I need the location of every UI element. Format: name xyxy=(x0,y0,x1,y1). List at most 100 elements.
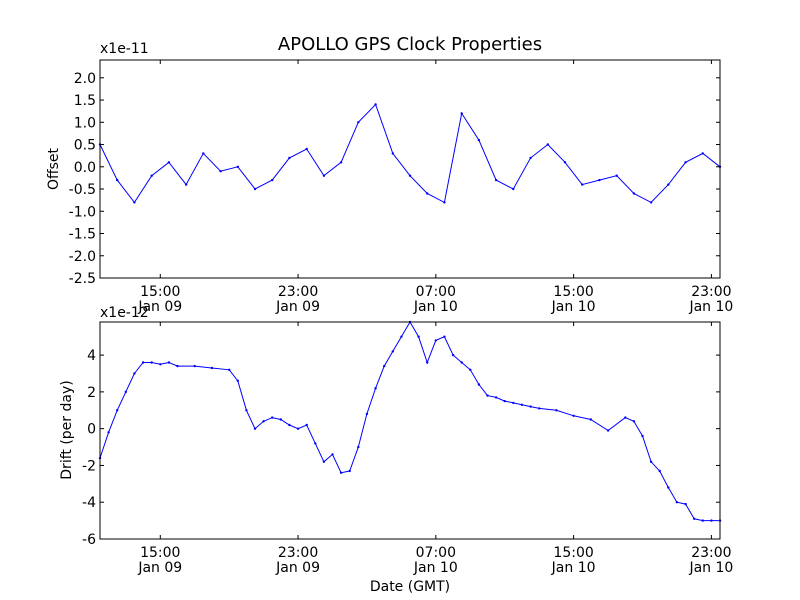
drift-data-point xyxy=(236,379,239,382)
drift-data-point xyxy=(314,442,317,445)
drift-data-point xyxy=(365,412,369,416)
offset-plot-area xyxy=(100,60,720,278)
offset-data-point xyxy=(494,178,498,182)
offset-data-point xyxy=(632,192,636,195)
drift-data-point xyxy=(667,486,670,489)
offset-multiplier-label: x1e-11 xyxy=(100,41,149,57)
drift-data-point xyxy=(529,405,532,408)
offset-data-point xyxy=(253,187,257,191)
drift-data-point xyxy=(589,418,592,421)
offset-y-tick-label: -2.5 xyxy=(69,271,96,287)
drift-y-axis-label: Drift (per day) xyxy=(59,380,75,479)
drift-data-point xyxy=(572,414,575,417)
drift-data-point xyxy=(693,517,696,520)
drift-y-tick-label: -6 xyxy=(82,532,96,548)
offset-y-tick-label: 1.5 xyxy=(74,93,96,109)
drift-data-point xyxy=(339,471,343,474)
figure-title: APOLLO GPS Clock Properties xyxy=(278,34,542,55)
offset-x-tick-label-date: Jan 10 xyxy=(413,299,458,315)
offset-data-point xyxy=(202,152,205,155)
offset-data-point xyxy=(288,156,291,160)
drift-data-point xyxy=(400,335,403,338)
drift-data-point xyxy=(141,361,145,364)
drift-data-point xyxy=(606,429,610,432)
offset-data-point xyxy=(236,165,239,168)
drift-data-point xyxy=(357,445,360,449)
offset-y-tick-label: 0.5 xyxy=(74,138,96,154)
offset-data-point xyxy=(581,183,584,186)
drift-data-point xyxy=(641,434,644,438)
drift-data-point xyxy=(512,401,515,405)
drift-data-point xyxy=(710,519,713,522)
offset-data-point xyxy=(322,174,326,177)
drift-x-tick-label-date: Jan 09 xyxy=(137,560,182,576)
drift-x-tick-label-time: 15:00 xyxy=(553,545,593,561)
offset-x-tick-label-date: Jan 10 xyxy=(688,299,733,315)
offset-data-point xyxy=(426,192,429,195)
drift-data-point xyxy=(331,453,334,456)
offset-x-tick-label-time: 15:00 xyxy=(140,284,180,300)
drift-y-tick-label: 4 xyxy=(87,348,96,364)
drift-x-tick-label-time: 23:00 xyxy=(691,545,731,561)
offset-x-tick-label-date: Jan 09 xyxy=(137,299,182,315)
offset-data-point xyxy=(167,161,171,164)
drift-data-point xyxy=(426,361,429,364)
drift-data-point xyxy=(107,431,110,434)
offset-data-point xyxy=(150,174,153,177)
drift-y-tick-label: -2 xyxy=(82,458,96,474)
drift-data-point xyxy=(417,335,420,338)
drift-data-point xyxy=(288,423,291,427)
offset-data-point xyxy=(339,161,343,164)
drift-multiplier-label: x1e-12 xyxy=(100,305,149,321)
drift-data-point xyxy=(374,387,377,390)
drift-data-point xyxy=(503,399,506,403)
drift-x-tick-label-time: 07:00 xyxy=(416,545,456,561)
offset-data-point xyxy=(357,121,360,124)
offset-data-point xyxy=(529,156,532,160)
drift-x-tick-label-date: Jan 10 xyxy=(551,560,596,576)
offset-data-point xyxy=(667,183,670,186)
offset-data-point xyxy=(460,112,463,115)
offset-data-point xyxy=(374,103,377,106)
drift-data-point xyxy=(675,501,679,504)
offset-x-tick-label-time: 23:00 xyxy=(691,284,731,300)
offset-data-point xyxy=(408,174,412,177)
drift-data-point xyxy=(520,403,524,406)
offset-x-tick-label-date: Jan 09 xyxy=(275,299,320,315)
drift-data-point xyxy=(193,364,196,368)
drift-x-tick-label-date: Jan 10 xyxy=(688,560,733,576)
offset-x-tick-label-time: 07:00 xyxy=(416,284,456,300)
drift-data-point xyxy=(649,460,653,463)
offset-data-point xyxy=(477,138,481,142)
offset-y-tick-label: -1.5 xyxy=(69,227,96,243)
offset-data-point xyxy=(701,152,704,155)
drift-data-point xyxy=(296,427,300,430)
drift-data-point xyxy=(391,350,394,353)
offset-data-point xyxy=(116,178,119,182)
drift-data-point xyxy=(210,366,214,370)
drift-data-point xyxy=(469,368,472,371)
drift-data-point xyxy=(632,420,636,423)
drift-y-tick-label: -4 xyxy=(82,495,96,511)
drift-data-point xyxy=(159,363,162,366)
offset-panel: -2.5 -2.0 -1.5 -1.0 -0.5 0.0 0.5 1.0 1.5 2.0 15:0… xyxy=(46,41,733,315)
offset-x-tick-label-date: Jan 10 xyxy=(551,299,596,315)
offset-data-point xyxy=(684,161,687,164)
offset-data-point xyxy=(563,161,567,164)
drift-data-point xyxy=(486,394,489,397)
offset-data-point xyxy=(133,201,136,204)
drift-y-tick-label: 0 xyxy=(87,422,96,438)
offset-data-point xyxy=(305,147,308,151)
drift-x-tick-label-date: Jan 10 xyxy=(413,560,458,576)
offset-y-tick-label: -0.5 xyxy=(69,182,96,198)
drift-data-point xyxy=(460,361,463,364)
offset-y-tick-label: -1.0 xyxy=(69,204,96,220)
drift-data-point xyxy=(279,418,282,421)
offset-data-point xyxy=(443,201,446,204)
drift-data-point xyxy=(383,364,386,368)
offset-data-point xyxy=(391,152,394,155)
drift-data-point xyxy=(658,469,661,473)
drift-data-point xyxy=(443,335,446,338)
